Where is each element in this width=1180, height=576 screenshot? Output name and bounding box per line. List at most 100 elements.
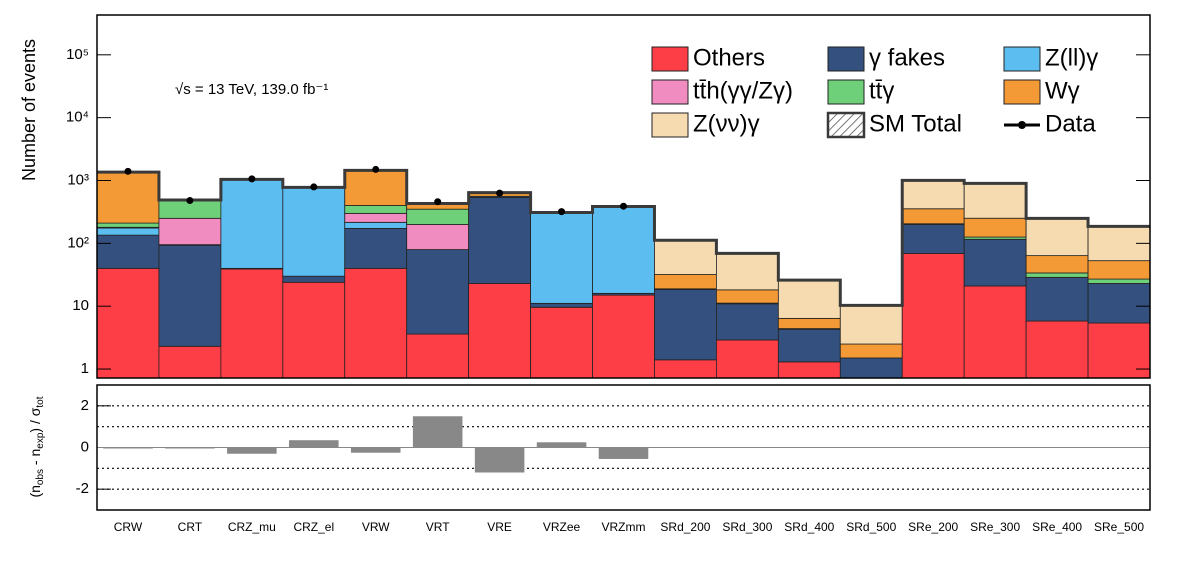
x-tick-label: CRW	[114, 520, 143, 534]
x-tick-label: SRd_400	[784, 520, 834, 534]
bar-segment	[97, 227, 160, 236]
bar-segment	[839, 343, 903, 359]
data-point	[496, 189, 504, 197]
bar-segment	[1025, 255, 1089, 274]
y-tick-label: 10⁵	[66, 46, 89, 63]
bar-segment	[716, 339, 779, 378]
bar-segment	[777, 328, 841, 363]
bar-segment	[592, 294, 655, 378]
x-tick-label: SRd_500	[846, 520, 896, 534]
stack	[97, 168, 1150, 378]
y-tick-label: 10³	[67, 171, 89, 188]
bar-segment	[1087, 260, 1150, 280]
bar-segment	[654, 239, 717, 275]
legend-label: tt̄γ	[869, 77, 894, 104]
data-point	[558, 208, 566, 216]
data-point	[372, 165, 380, 173]
bar-segment	[839, 377, 903, 378]
bar-segment	[282, 187, 346, 277]
bar-segment	[654, 359, 717, 378]
y-axis-title-part: tot	[35, 396, 46, 407]
bar-segment	[1087, 278, 1150, 284]
data-point	[434, 198, 442, 206]
data-point	[186, 197, 194, 205]
bar-segment	[344, 227, 408, 269]
x-tick-label: SRd_300	[722, 520, 772, 534]
bar-segment	[406, 333, 470, 378]
bar-segment	[97, 222, 160, 228]
legend-label: Wγ	[1045, 77, 1080, 104]
y-tick-label: 10	[72, 297, 89, 314]
bar-segment	[406, 208, 470, 225]
bar	[474, 447, 525, 473]
bar-segment	[220, 268, 284, 378]
bar-segment	[716, 252, 779, 291]
bar-segment	[1025, 272, 1089, 278]
x-tick-label: VRE	[487, 520, 512, 534]
legend-swatch	[651, 112, 689, 138]
y-axis-title-part: (n	[27, 485, 43, 497]
bar-segment	[282, 275, 346, 283]
bar-segment	[1025, 217, 1089, 257]
y-axis-title-part: exp	[35, 432, 46, 449]
bar	[103, 447, 153, 449]
bar-segment	[777, 279, 841, 319]
bar	[536, 442, 587, 448]
legend-swatch	[1003, 46, 1041, 72]
data-point	[310, 183, 318, 191]
data-point	[620, 202, 627, 210]
bar-segment	[839, 357, 903, 378]
bar-segment	[97, 234, 160, 269]
y-axis-title-part: - n	[27, 449, 43, 469]
legend-swatch	[1003, 79, 1041, 105]
bar-segment	[344, 169, 408, 206]
bar-segment	[654, 289, 717, 361]
data-point	[124, 167, 132, 175]
y-tick-label: 1	[81, 360, 89, 377]
bar-segment	[530, 302, 593, 308]
bar-segment	[1087, 322, 1150, 378]
bar-segment	[530, 306, 593, 378]
bar-segment	[344, 212, 408, 223]
legend-swatch	[826, 111, 866, 139]
plot-frame	[96, 14, 1151, 379]
y-tick-label: 0	[81, 438, 89, 455]
bar-segment	[1087, 283, 1150, 324]
bar-segment	[97, 267, 160, 378]
legend-label: γ fakes	[869, 44, 945, 71]
x-tick-label: CRT	[178, 520, 203, 534]
bar-segment	[777, 317, 841, 329]
bar-segment	[654, 274, 717, 290]
y-tick-label: 2	[81, 397, 89, 414]
legend-swatch	[651, 79, 689, 105]
legend-swatch	[827, 79, 865, 105]
bar	[350, 447, 401, 453]
bar-segment	[963, 285, 1027, 378]
x-tick-label: SRe_400	[1032, 520, 1082, 534]
bar-segment	[839, 304, 903, 345]
bar-segment	[220, 179, 284, 269]
bar-segment	[901, 253, 965, 378]
legend-label: Data	[1045, 110, 1096, 137]
bar-segment	[158, 244, 222, 347]
bar-segment	[1025, 320, 1089, 378]
bar-segment	[777, 361, 841, 378]
bar-segment	[282, 281, 346, 378]
x-tick-label: SRe_300	[970, 520, 1020, 534]
legend-label: SM Total	[869, 110, 962, 137]
bar	[289, 440, 339, 448]
y-tick-label: -2	[76, 480, 89, 497]
bar-segment	[468, 283, 531, 378]
bar-segment	[468, 196, 531, 284]
x-tick-label: CRZ_el	[293, 520, 334, 534]
legend-swatch	[827, 46, 865, 72]
x-tick-label: VRW	[362, 520, 390, 534]
annotation: √s = 13 TeV, 139.0 fb⁻¹	[175, 81, 328, 98]
legend-label: Z(νν)γ	[693, 110, 760, 137]
x-tick-label: VRZee	[543, 520, 581, 534]
bar-segment	[716, 303, 779, 341]
y-axis-title: Number of events	[19, 39, 39, 181]
legend-label: Others	[693, 44, 765, 71]
